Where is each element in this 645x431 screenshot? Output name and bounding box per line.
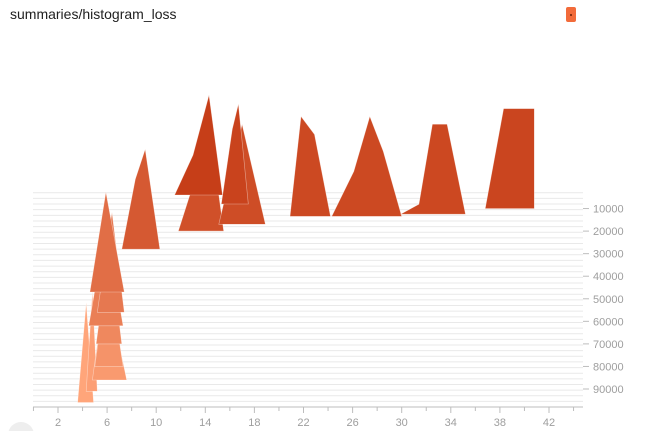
- y-tick-label: 10000: [593, 204, 624, 216]
- histogram-ridge: [220, 103, 249, 205]
- histogram-axes: 10000 20000 30000 40000 50000 60000 70000 80000…: [32, 204, 624, 429]
- y-tick-label: 70000: [593, 339, 624, 351]
- y-tick-label: 40000: [593, 271, 624, 283]
- x-tick-label: 42: [543, 417, 555, 429]
- x-tick-label: 6: [104, 417, 110, 429]
- menu-dot-icon: [570, 14, 572, 16]
- y-tick-label: 30000: [593, 249, 624, 261]
- x-tick-label: 2: [55, 417, 61, 429]
- y-tick-label: 60000: [593, 316, 624, 328]
- card-menu-button[interactable]: [566, 7, 576, 22]
- x-tick-label: 34: [445, 417, 457, 429]
- card-title: summaries/histogram_loss: [10, 6, 177, 22]
- x-tick-label: 14: [199, 417, 211, 429]
- histogram-ridge: [121, 149, 161, 250]
- histogram-plots: [77, 94, 535, 403]
- histogram-ridge: [289, 115, 331, 217]
- histogram-ridge: [89, 191, 125, 293]
- x-tick-label: 26: [346, 417, 358, 429]
- histogram-ridge: [331, 115, 403, 217]
- histogram-ridge: [484, 108, 535, 209]
- resize-handle[interactable]: [8, 422, 34, 431]
- histogram-ridge: [400, 123, 466, 215]
- x-tick-label: 38: [494, 417, 506, 429]
- x-tick-label: 10: [150, 417, 162, 429]
- x-tick-label: 30: [396, 417, 408, 429]
- x-tick-label: 18: [248, 417, 260, 429]
- x-tick-label: 22: [297, 417, 309, 429]
- histogram-ridge: [174, 94, 223, 196]
- y-tick-label: 20000: [593, 226, 624, 238]
- y-tick-label: 80000: [593, 361, 624, 373]
- y-tick-label: 50000: [593, 294, 624, 306]
- y-tick-label: 90000: [593, 384, 624, 396]
